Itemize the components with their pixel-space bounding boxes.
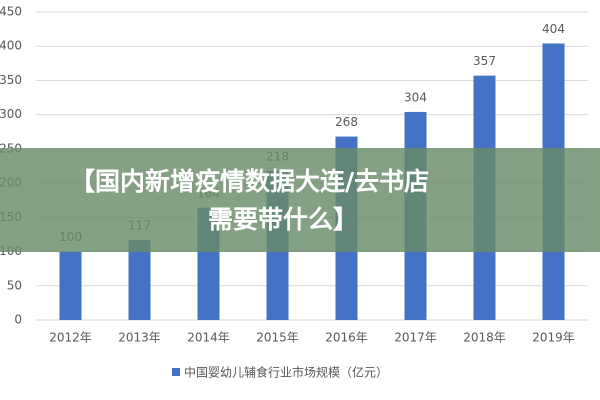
- legend-swatch: [172, 368, 180, 376]
- y-tick-label: 450: [0, 5, 22, 19]
- banner: [0, 148, 600, 252]
- x-tick-label: 2017年: [394, 331, 437, 345]
- y-tick-label: 50: [7, 278, 22, 292]
- bar: [128, 239, 151, 320]
- y-tick-label: 350: [0, 73, 22, 87]
- x-tick-label: 2015年: [256, 331, 299, 345]
- value-label: 357: [473, 54, 496, 68]
- value-label: 268: [335, 115, 358, 129]
- legend-label: 中国婴幼儿辅食行业市场规模（亿元）: [184, 365, 388, 380]
- bar: [59, 251, 82, 320]
- x-tick-label: 2016年: [325, 331, 368, 345]
- y-tick-label: 0: [14, 313, 22, 327]
- y-tick-label: 300: [0, 107, 22, 121]
- x-tick-label: 2019年: [532, 331, 575, 345]
- x-tick-label: 2018年: [463, 331, 506, 345]
- banner-text: 需要带什么】: [208, 205, 358, 234]
- x-tick-label: 2014年: [187, 331, 230, 345]
- banner-text: 【国内新增疫情数据大连/去书店: [70, 167, 429, 196]
- value-label: 304: [404, 90, 427, 104]
- x-tick-label: 2013年: [118, 331, 161, 345]
- value-label: 404: [542, 22, 565, 36]
- y-tick-label: 400: [0, 39, 22, 53]
- x-tick-label: 2012年: [49, 331, 92, 345]
